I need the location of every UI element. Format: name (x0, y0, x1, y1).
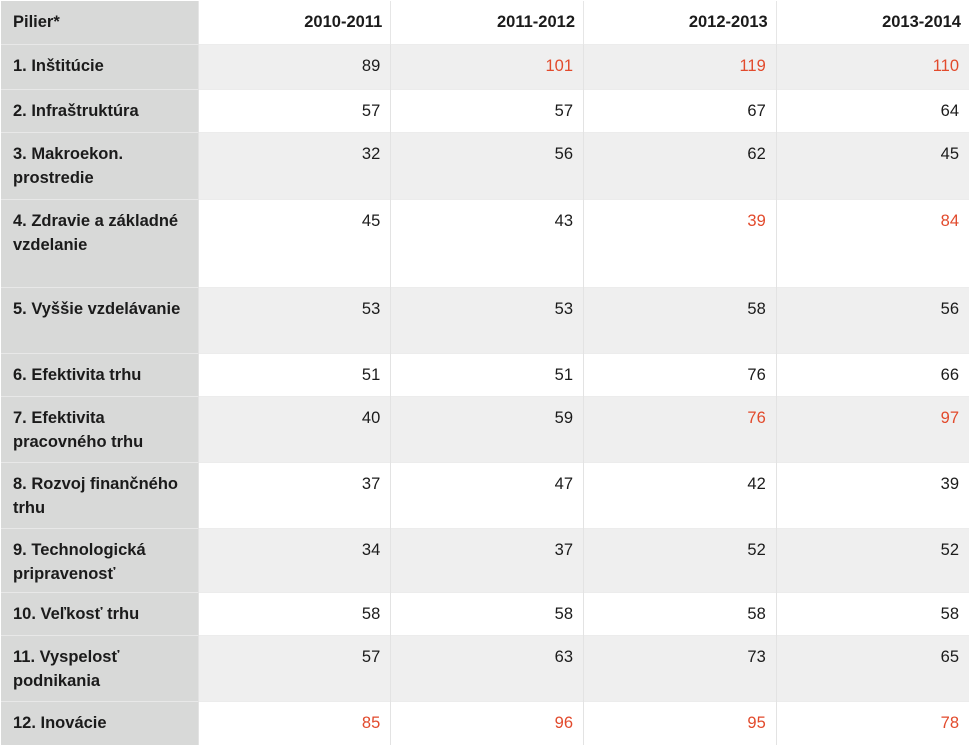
rank-cell: 76 (583, 395, 777, 462)
rank-cell: 58 (390, 591, 584, 635)
pillar-label: 7. Efektivita pracovného trhu (1, 395, 198, 462)
pillar-label: 9. Technologická pripravenosť (1, 527, 198, 592)
rank-cell: 34 (197, 527, 391, 592)
rank-cell: 58 (583, 591, 777, 635)
table-row: 2. Infraštruktúra 57 57 67 64 (1, 88, 969, 132)
table-row: 6. Efektivita trhu 51 51 76 66 (1, 352, 969, 396)
rank-cell: 64 (775, 88, 969, 132)
pillar-label: 10. Veľkosť trhu (1, 591, 198, 635)
rank-cell: 73 (583, 634, 777, 701)
rank-cell: 40 (197, 395, 391, 462)
table-body: 1. Inštitúcie 89 101 119 110 2. Infraštruktúr… (1, 43, 969, 745)
rank-cell: 96 (390, 700, 584, 745)
header-row: Pilier* 2010-2011 2011-2012 2012-2013 20… (1, 1, 969, 44)
rank-cell: 95 (583, 700, 777, 745)
rank-cell: 110 (775, 43, 969, 89)
pillar-label: 3. Makroekon. prostredie (1, 131, 198, 199)
rank-cell: 37 (390, 527, 584, 592)
pillar-label: 1. Inštitúcie (1, 43, 198, 89)
rank-cell: 119 (583, 43, 777, 89)
rank-cell: 47 (390, 461, 584, 528)
table-row: 10. Veľkosť trhu 58 58 58 58 (1, 591, 969, 635)
table-row: 11. Vyspelosť podnikania 57 63 73 65 (1, 634, 969, 701)
pillar-label: 2. Infraštruktúra (1, 88, 198, 132)
table-row: 5. Vyššie vzdelávanie 53 53 58 56 (1, 286, 969, 353)
rank-cell: 89 (197, 43, 391, 89)
table-row: 3. Makroekon. prostredie 32 56 62 45 (1, 131, 969, 199)
rank-cell: 45 (775, 131, 969, 199)
rank-cell: 67 (583, 88, 777, 132)
table-row: 1. Inštitúcie 89 101 119 110 (1, 43, 969, 89)
header-year-2010-2011: 2010-2011 (197, 1, 391, 44)
rank-cell: 85 (197, 700, 391, 745)
rank-cell: 58 (197, 591, 391, 635)
rank-cell: 65 (775, 634, 969, 701)
rank-cell: 43 (390, 198, 584, 287)
pillar-label: 5. Vyššie vzdelávanie (1, 286, 198, 353)
pillar-label: 6. Efektivita trhu (1, 352, 198, 396)
rank-cell: 101 (390, 43, 584, 89)
rank-cell: 56 (775, 286, 969, 353)
rank-cell: 58 (583, 286, 777, 353)
pillar-label: 12. Inovácie (1, 700, 198, 745)
pillar-label: 11. Vyspelosť podnikania (1, 634, 198, 701)
rank-cell: 78 (775, 700, 969, 745)
header-pillar: Pilier* (1, 1, 198, 44)
rank-cell: 45 (197, 198, 391, 287)
table-row: 12. Inovácie 85 96 95 78 (1, 700, 969, 745)
header-year-2013-2014: 2013-2014 (775, 1, 969, 44)
table-row: 7. Efektivita pracovného trhu 40 59 76 97 (1, 395, 969, 462)
rank-cell: 53 (197, 286, 391, 353)
rank-cell: 32 (197, 131, 391, 199)
rank-cell: 37 (197, 461, 391, 528)
rank-cell: 62 (583, 131, 777, 199)
rank-cell: 53 (390, 286, 584, 353)
header-year-2012-2013: 2012-2013 (583, 1, 777, 44)
rank-cell: 42 (583, 461, 777, 528)
header-year-2011-2012: 2011-2012 (390, 1, 584, 44)
rank-cell: 97 (775, 395, 969, 462)
pillar-label: 4. Zdravie a základné vzdelanie (1, 198, 198, 287)
rank-cell: 57 (197, 88, 391, 132)
rank-cell: 76 (583, 352, 777, 396)
rank-cell: 51 (390, 352, 584, 396)
rank-cell: 56 (390, 131, 584, 199)
rank-cell: 52 (583, 527, 777, 592)
rank-cell: 57 (197, 634, 391, 701)
table-header: Pilier* 2010-2011 2011-2012 2012-2013 20… (1, 1, 969, 44)
rank-cell: 66 (775, 352, 969, 396)
pillar-label: 8. Rozvoj finančného trhu (1, 461, 198, 528)
rank-cell: 39 (775, 461, 969, 528)
rank-cell: 58 (775, 591, 969, 635)
rank-cell: 63 (390, 634, 584, 701)
rank-cell: 59 (390, 395, 584, 462)
rank-cell: 39 (583, 198, 777, 287)
rank-cell: 52 (775, 527, 969, 592)
rank-cell: 84 (775, 198, 969, 287)
table-row: 4. Zdravie a základné vzdelanie 45 43 39 84 (1, 198, 969, 287)
table-row: 9. Technologická pripravenosť 34 37 52 52 (1, 527, 969, 592)
table-row: 8. Rozvoj finančného trhu 37 47 42 39 (1, 461, 969, 528)
rank-cell: 57 (390, 88, 584, 132)
rank-cell: 51 (197, 352, 391, 396)
